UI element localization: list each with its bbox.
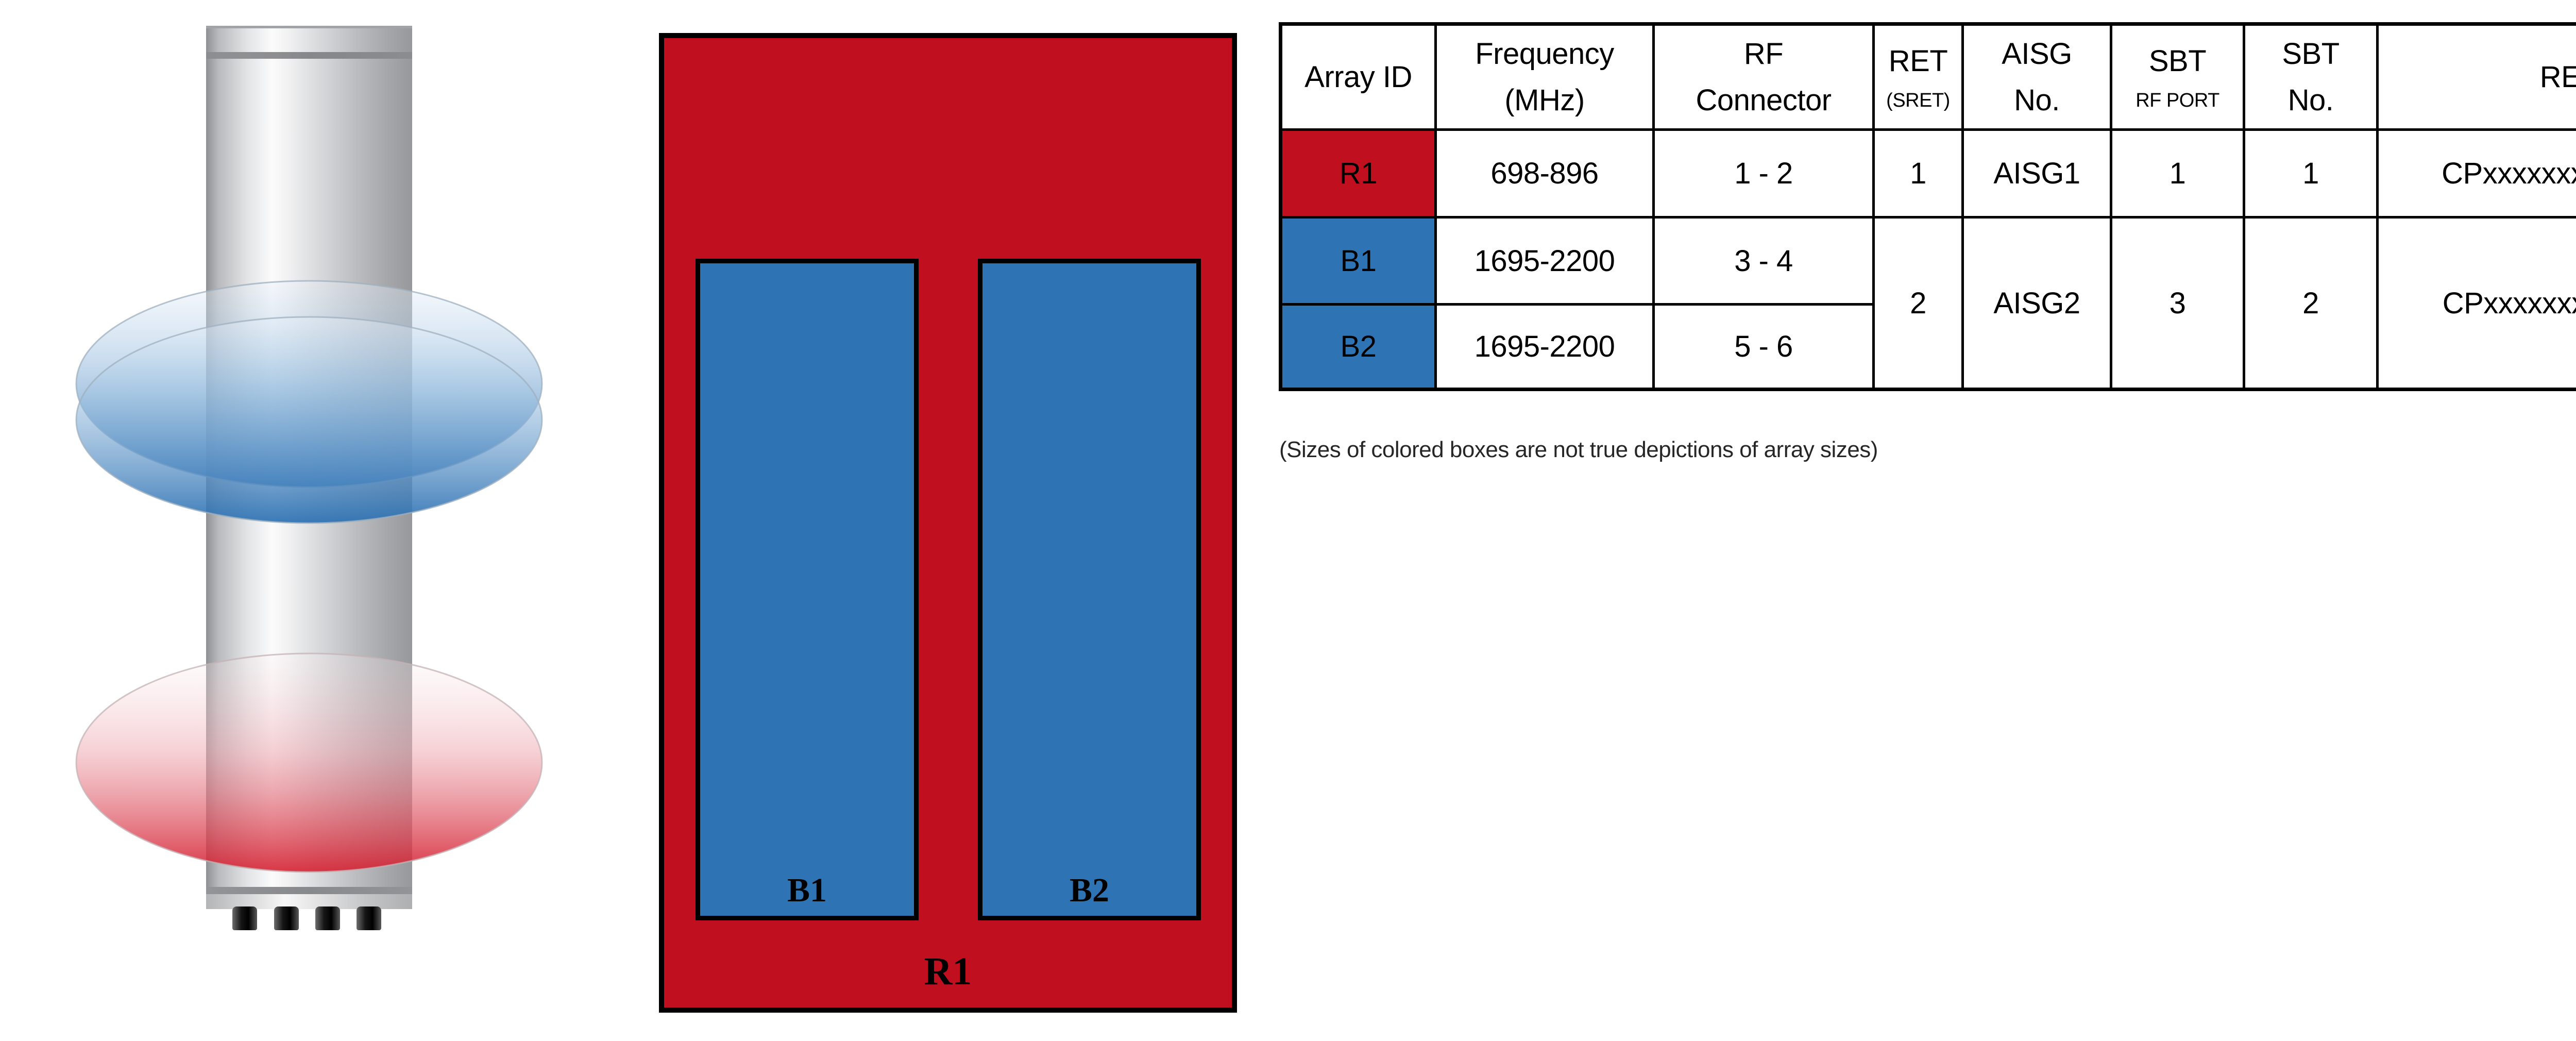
antenna-bottom-seam — [206, 887, 412, 894]
cell-b1-frequency: 1695-2200 — [1434, 216, 1655, 306]
col-header-frequency: Frequency (MHz) — [1434, 23, 1655, 131]
connector-pin — [232, 906, 257, 930]
table-row-b1: B1 1695-2200 3 - 4 2 AISG2 3 2 CPxxxxxxx… — [1279, 216, 2576, 391]
col-header-sbt2-text: SBT — [2282, 37, 2340, 71]
col-header-rf-connector: RF Connector — [1652, 23, 1875, 131]
cell-b-sbt-no: 2 — [2243, 216, 2379, 391]
array-spec-table: Array ID Frequency (MHz) RF Connector RE… — [1279, 22, 2576, 391]
col-header-aisg-no: AISG No. — [1961, 23, 2112, 131]
table-row-b2: B2 1695-2200 5 - 6 — [1279, 303, 2576, 391]
col-header-sbt-rf-port: SBT RF PORT — [2110, 23, 2245, 131]
array-region-r1-label: R1 — [924, 950, 972, 993]
connector-pin — [357, 906, 381, 930]
col-header-ret: RET (SRET) — [1872, 23, 1964, 131]
col-header-array-id-text: Array ID — [1304, 60, 1412, 94]
array-box-b2-label: B2 — [1069, 871, 1110, 909]
cell-b1-array-id: B1 — [1279, 216, 1437, 306]
col-header-aisg-text: AISG — [2002, 37, 2072, 71]
col-header-ret-uid-text: RET UID — [2539, 60, 2576, 94]
table-row-r1: R1 698-896 1 - 2 1 AISG1 1 1 CPxxxxxxxxx… — [1279, 128, 2576, 219]
cell-r1-frequency: 698-896 — [1434, 128, 1655, 219]
antenna-cylinder — [206, 26, 412, 909]
col-header-ret-uid: RET UID — [2376, 23, 2576, 131]
cell-b-sbt-rf-port: 3 — [2110, 216, 2245, 391]
size-disclaimer-footnote: (Sizes of colored boxes are not true dep… — [1279, 437, 1878, 462]
cell-r1-sbt-rf-port: 1 — [2110, 128, 2245, 219]
cell-b2-frequency: 1695-2200 — [1434, 303, 1655, 391]
antenna-illustration — [0, 0, 644, 1041]
table-header-row: Array ID Frequency (MHz) RF Connector RE… — [1279, 23, 2576, 131]
col-header-sbt2-no-text: No. — [2287, 83, 2334, 117]
connector-pin — [315, 906, 340, 930]
col-header-rf-text: RF — [1743, 37, 1784, 71]
col-header-sret-text: (SRET) — [1886, 89, 1950, 111]
cell-r1-array-id: R1 — [1279, 128, 1437, 219]
connector-pin — [274, 906, 299, 930]
col-header-sbt-no: SBT No. — [2243, 23, 2379, 131]
array-box-b1-label: B1 — [787, 871, 827, 909]
cell-r1-rf-connector: 1 - 2 — [1652, 128, 1875, 219]
cell-r1-aisg-no: AISG1 — [1961, 128, 2112, 219]
col-header-frequency-unit: (MHz) — [1504, 83, 1585, 117]
cell-r1-ret-uid: CPxxxxxxxxxxxxxxxxR1 — [2376, 128, 2576, 219]
col-header-connector-text: Connector — [1696, 83, 1832, 117]
col-header-rf-port-text: RF PORT — [2136, 89, 2219, 111]
cell-b-aisg-no: AISG2 — [1961, 216, 2112, 391]
col-header-frequency-text: Frequency — [1475, 37, 1614, 71]
col-header-aisg-no-text: No. — [2014, 83, 2060, 117]
antenna-top-cap-seam — [206, 52, 412, 59]
array-box-b2: B2 — [978, 259, 1201, 920]
col-header-sbt-text: SBT — [2148, 44, 2207, 78]
array-region-r1: B1 B2 R1 — [659, 33, 1237, 1013]
cell-b1-rf-connector: 3 - 4 — [1652, 216, 1875, 306]
col-header-ret-text: RET — [1888, 44, 1948, 78]
cell-r1-sbt-no: 1 — [2243, 128, 2379, 219]
cell-b-ret-uid: CPxxxxxxxxxxxxxxxxB1 — [2376, 216, 2576, 391]
cell-b2-rf-connector: 5 - 6 — [1652, 303, 1875, 391]
array-box-b1: B1 — [696, 259, 919, 920]
cell-b2-array-id: B2 — [1279, 303, 1437, 391]
col-header-array-id: Array ID — [1279, 23, 1437, 131]
cell-b-ret: 2 — [1872, 216, 1964, 391]
cell-r1-ret: 1 — [1872, 128, 1964, 219]
